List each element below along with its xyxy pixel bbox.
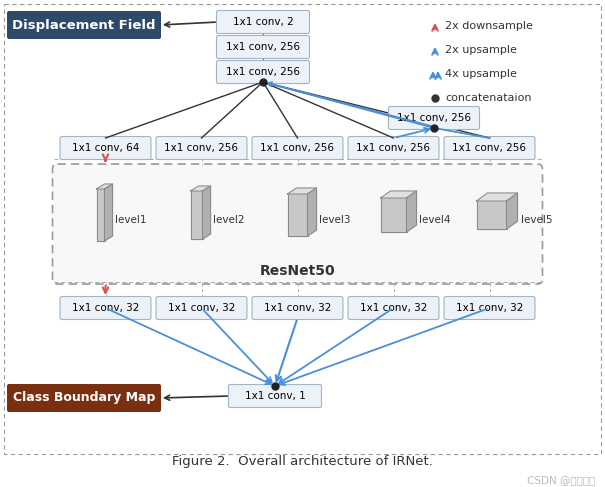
Text: 1x1 conv, 256: 1x1 conv, 256 (356, 143, 431, 153)
FancyBboxPatch shape (388, 107, 480, 130)
Polygon shape (381, 191, 416, 198)
Text: 1x1 conv, 32: 1x1 conv, 32 (72, 303, 139, 313)
FancyBboxPatch shape (444, 136, 535, 160)
Text: 1x1 conv, 256: 1x1 conv, 256 (261, 143, 335, 153)
Polygon shape (307, 188, 316, 236)
Text: 1x1 conv, 256: 1x1 conv, 256 (397, 113, 471, 123)
Text: Figure 2.  Overall architecture of IRNet.: Figure 2. Overall architecture of IRNet. (172, 455, 433, 468)
Text: 1x1 conv, 1: 1x1 conv, 1 (244, 391, 306, 401)
Text: level1: level1 (116, 215, 147, 225)
Text: 1x1 conv, 256: 1x1 conv, 256 (165, 143, 238, 153)
FancyBboxPatch shape (7, 384, 161, 412)
Polygon shape (287, 194, 307, 236)
Polygon shape (191, 191, 203, 239)
Polygon shape (203, 186, 211, 239)
Text: 1x1 conv, 32: 1x1 conv, 32 (456, 303, 523, 313)
FancyBboxPatch shape (217, 11, 310, 34)
Text: CSDN @川川子溢: CSDN @川川子溢 (526, 475, 595, 485)
Polygon shape (191, 186, 211, 191)
FancyBboxPatch shape (7, 11, 161, 39)
Text: 1x1 conv, 256: 1x1 conv, 256 (226, 67, 300, 77)
Polygon shape (97, 189, 105, 241)
FancyBboxPatch shape (444, 297, 535, 319)
FancyBboxPatch shape (156, 297, 247, 319)
FancyBboxPatch shape (217, 60, 310, 83)
FancyBboxPatch shape (156, 136, 247, 160)
FancyBboxPatch shape (229, 385, 321, 408)
Polygon shape (97, 184, 113, 189)
Polygon shape (105, 184, 113, 241)
FancyBboxPatch shape (252, 136, 343, 160)
Text: level2: level2 (214, 215, 245, 225)
Text: 1x1 conv, 32: 1x1 conv, 32 (264, 303, 331, 313)
Text: 1x1 conv, 2: 1x1 conv, 2 (233, 17, 293, 27)
FancyBboxPatch shape (217, 36, 310, 58)
Polygon shape (381, 198, 407, 232)
Text: level5: level5 (520, 215, 552, 225)
Text: 1x1 conv, 256: 1x1 conv, 256 (453, 143, 526, 153)
Polygon shape (407, 191, 416, 232)
Text: ResNet50: ResNet50 (260, 264, 335, 278)
Text: 1x1 conv, 32: 1x1 conv, 32 (168, 303, 235, 313)
Text: Class Boundary Map: Class Boundary Map (13, 392, 155, 405)
Text: 2x downsample: 2x downsample (445, 21, 533, 31)
Polygon shape (477, 201, 506, 229)
Polygon shape (477, 193, 517, 201)
Text: 4x upsample: 4x upsample (445, 69, 517, 79)
FancyBboxPatch shape (60, 297, 151, 319)
Text: concatenataion: concatenataion (445, 93, 532, 103)
FancyBboxPatch shape (53, 164, 543, 284)
Text: 2x upsample: 2x upsample (445, 45, 517, 55)
Text: level4: level4 (419, 215, 451, 225)
Text: 1x1 conv, 256: 1x1 conv, 256 (226, 42, 300, 52)
FancyBboxPatch shape (60, 136, 151, 160)
Text: 1x1 conv, 64: 1x1 conv, 64 (72, 143, 139, 153)
FancyBboxPatch shape (348, 297, 439, 319)
Polygon shape (287, 188, 316, 194)
FancyBboxPatch shape (348, 136, 439, 160)
Polygon shape (506, 193, 517, 229)
Text: level3: level3 (319, 215, 351, 225)
FancyBboxPatch shape (252, 297, 343, 319)
Text: 1x1 conv, 32: 1x1 conv, 32 (360, 303, 427, 313)
Text: Displacement Field: Displacement Field (12, 19, 155, 32)
